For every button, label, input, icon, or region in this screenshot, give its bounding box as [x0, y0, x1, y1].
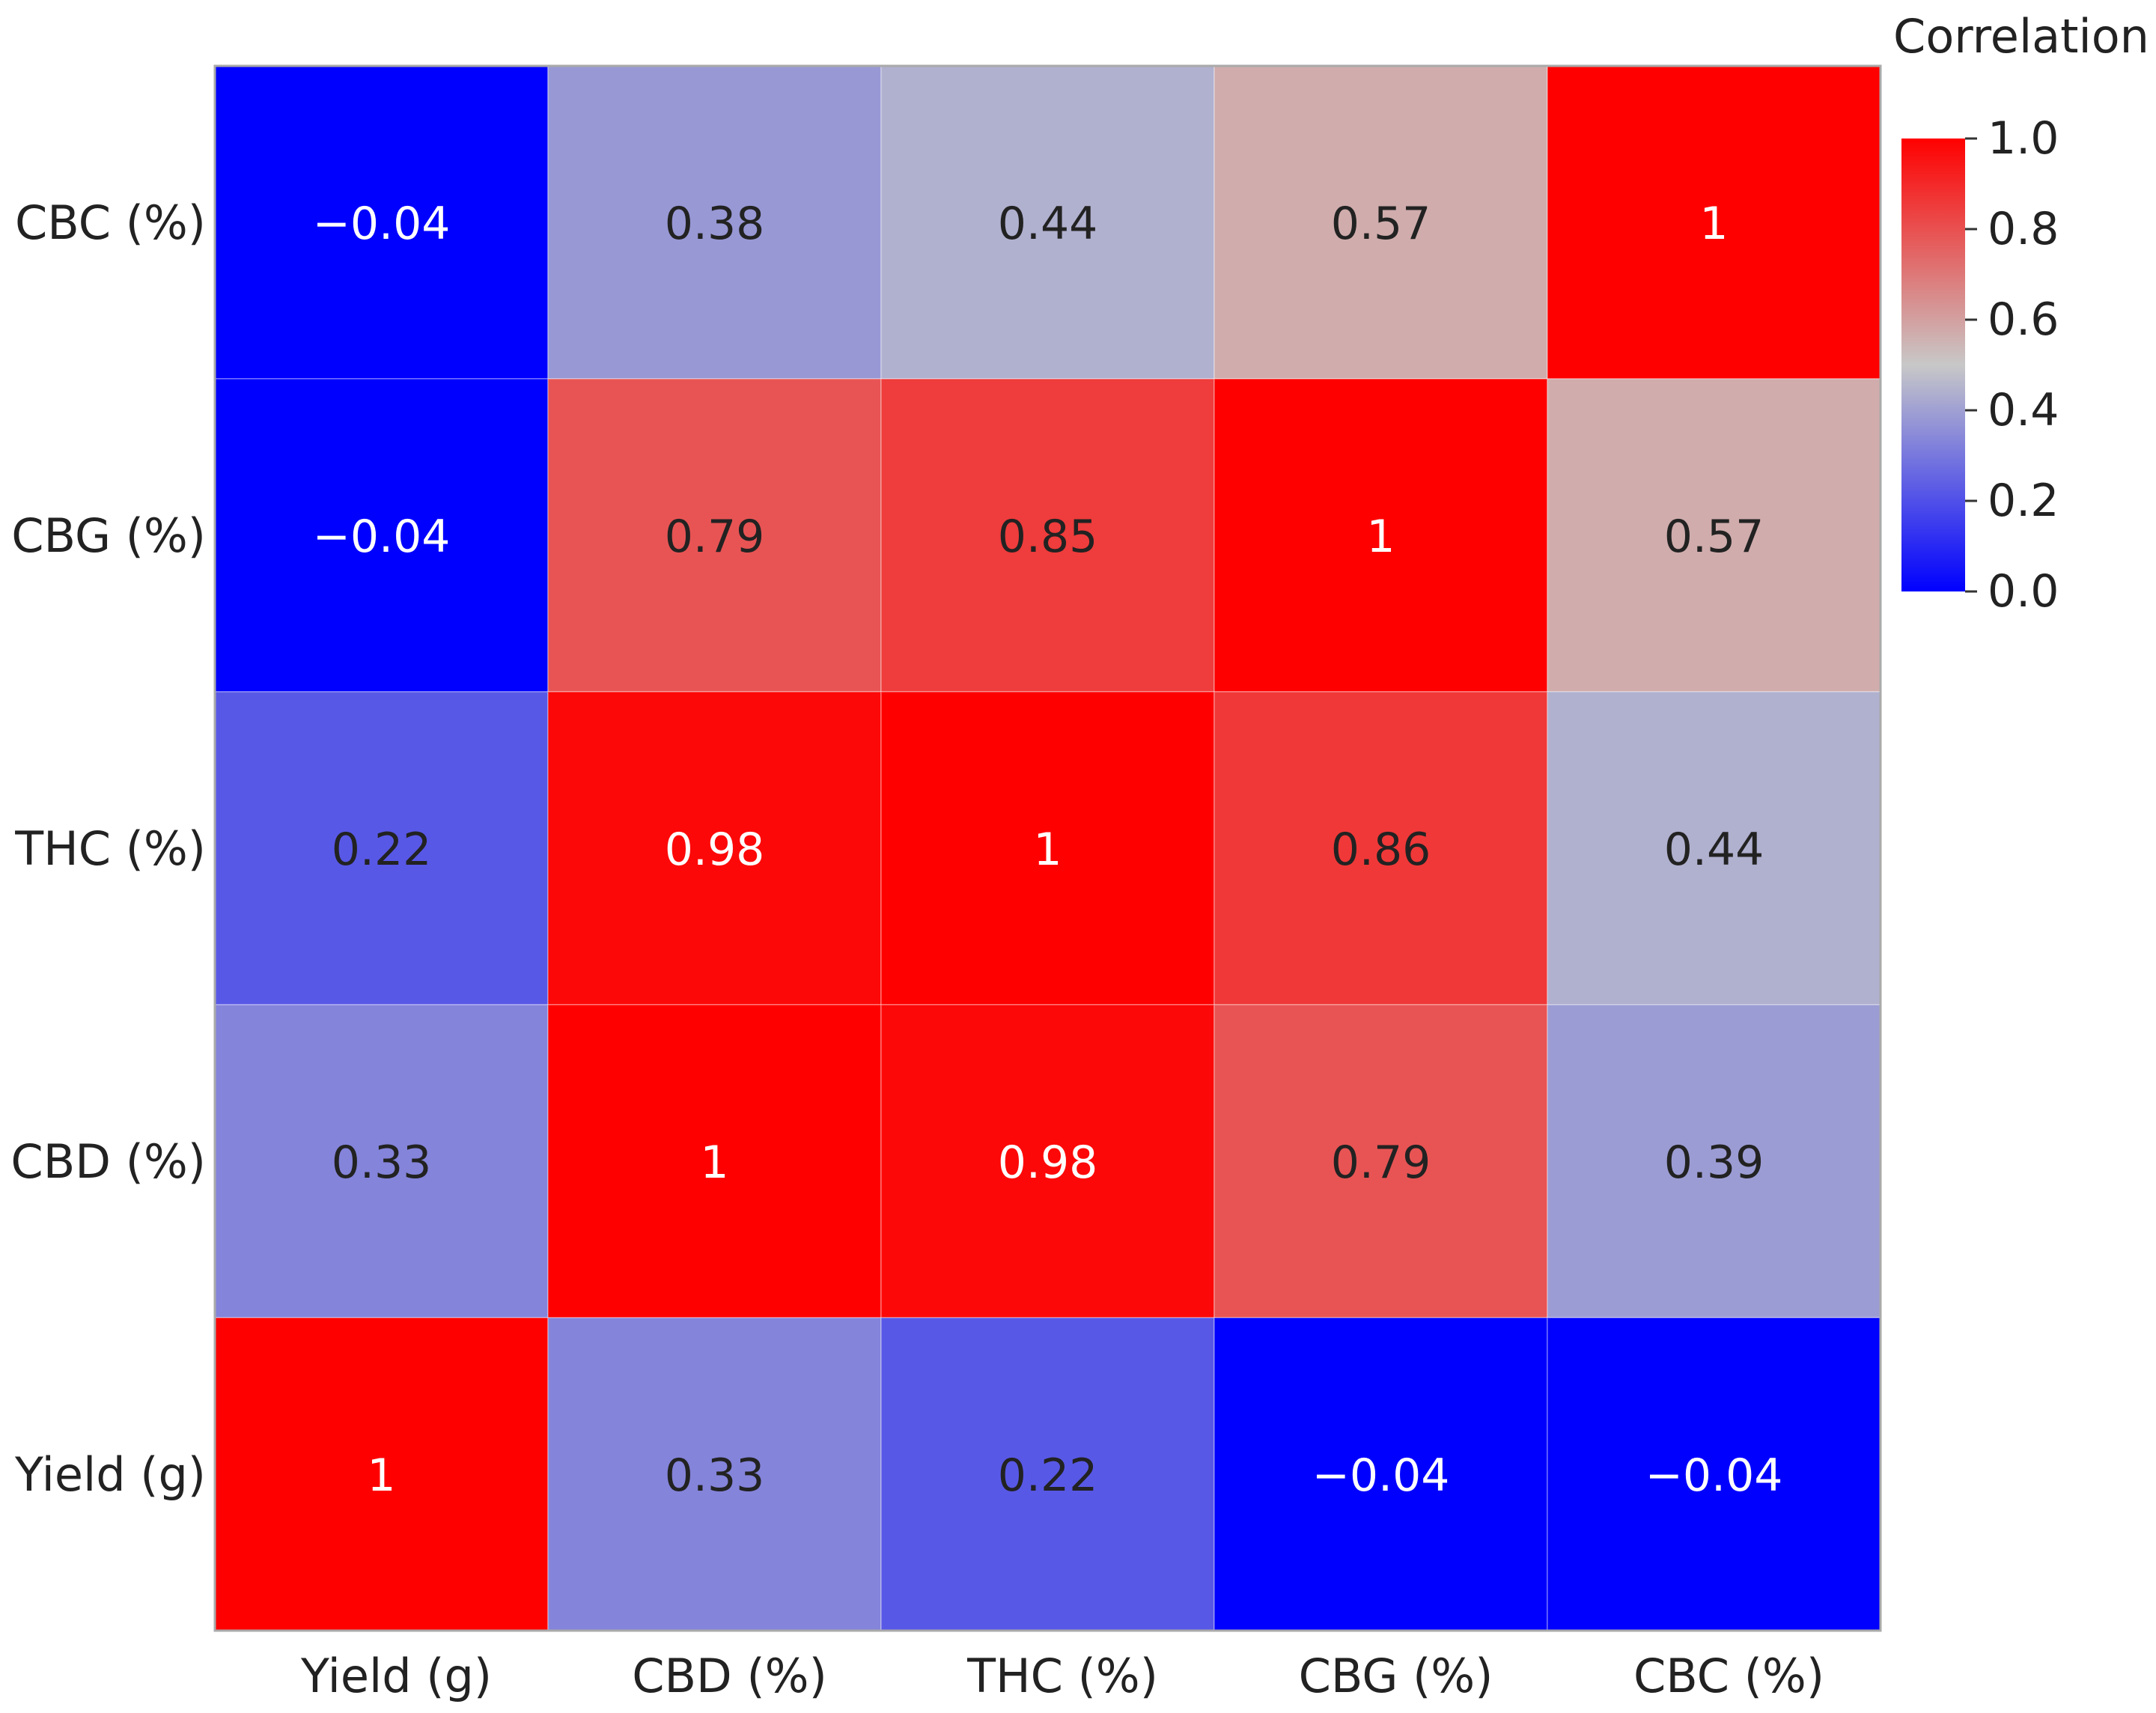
- heatmap-cell: [1547, 691, 1881, 1005]
- colorbar-tick-label: 0.0: [1988, 565, 2059, 618]
- heatmap-cell: [880, 378, 1215, 693]
- heatmap-cell: [1213, 691, 1548, 1005]
- x-tick-label: Yield (g): [300, 1649, 492, 1703]
- heatmap-cell-label: 1: [1033, 824, 1062, 876]
- heatmap-cell: [214, 378, 549, 693]
- heatmap-cell-label: 0.98: [998, 1137, 1098, 1189]
- heatmap-cell-label: 0.85: [998, 511, 1098, 563]
- heatmap-cell: [1547, 378, 1881, 693]
- heatmap-cell: [1213, 65, 1548, 380]
- heatmap-cell-label: 1: [1366, 511, 1395, 563]
- y-tick-label: THC (%): [14, 821, 206, 876]
- heatmap-cell: [547, 65, 882, 380]
- colorbar-title: Correlation: [1893, 9, 2149, 64]
- heatmap-cell-label: 1: [700, 1137, 728, 1189]
- heatmap-cell-label: 0.98: [665, 824, 765, 876]
- heatmap-cell-label: −0.04: [313, 511, 451, 563]
- heatmap-cell: [1547, 65, 1881, 380]
- heatmap-cell-label: 0.22: [332, 824, 432, 876]
- heatmap-cell: [1547, 1004, 1881, 1318]
- x-axis-labels: Yield (g) CBD (%) THC (%) CBG (%) CBC (%): [300, 1649, 1824, 1703]
- colorbar-tick-label: 1.0: [1988, 112, 2059, 165]
- heatmap-cell: [880, 1004, 1215, 1318]
- heatmap-cell: [547, 378, 882, 693]
- heatmap-cell: [880, 1317, 1215, 1631]
- heatmap-cell-label: 1: [367, 1449, 395, 1502]
- heatmap-cell-label: 0.57: [1664, 511, 1764, 563]
- colorbar-tick-label: 0.6: [1988, 293, 2059, 346]
- heatmap-cell-label: 0.39: [1664, 1137, 1764, 1189]
- colorbar: Correlation 0.0 0.2 0.4 0.6 0.8 1.0: [1893, 9, 2149, 618]
- heatmap-cell: [547, 1004, 882, 1318]
- heatmap-cell-label: 0.44: [1664, 824, 1764, 876]
- heatmap-cell-label: 0.79: [665, 511, 765, 563]
- y-tick-label: CBC (%): [15, 195, 206, 250]
- heatmap-cell: [547, 1317, 882, 1631]
- colorbar-tick-label: 0.2: [1988, 475, 2059, 527]
- y-axis-labels: CBC (%) CBG (%) THC (%) CBD (%) Yield (g): [10, 195, 206, 1502]
- heatmap-cell: [1547, 1317, 1881, 1631]
- y-tick-label: Yield (g): [14, 1447, 206, 1502]
- heatmap-cell-label: 0.22: [998, 1449, 1098, 1502]
- heatmap-cell-label: 0.79: [1331, 1137, 1431, 1189]
- heatmap-cell-label: −0.04: [1645, 1449, 1783, 1502]
- y-tick-label: CBG (%): [11, 508, 206, 563]
- heatmap-frame: [213, 64, 1882, 1632]
- colorbar-tick-label: 0.4: [1988, 384, 2059, 436]
- heatmap-cell-label: 0.44: [998, 198, 1098, 250]
- heatmap-cell-label: 0.57: [1331, 198, 1431, 250]
- heatmap-cell-label: 0.33: [332, 1137, 432, 1189]
- heatmap-cell-label: −0.04: [313, 198, 451, 250]
- x-tick-label: CBC (%): [1633, 1649, 1824, 1703]
- heatmap-cell: [214, 1317, 549, 1631]
- heatmap-cell-label: 0.38: [665, 198, 765, 250]
- heatmap-cell-labels: −0.04 0.38 0.44 0.57 1 −0.04 0.79 0.85 1 0.57 0.22…: [313, 198, 1783, 1502]
- heatmap-cell-label: 1: [1699, 198, 1728, 250]
- heatmap-cell: [880, 691, 1215, 1005]
- heatmap-cell-label: −0.04: [1312, 1449, 1450, 1502]
- x-tick-label: CBD (%): [632, 1649, 827, 1703]
- x-tick-label: CBG (%): [1299, 1649, 1493, 1703]
- colorbar-gradient: [1901, 139, 1965, 591]
- y-tick-label: CBD (%): [10, 1134, 206, 1189]
- heatmap-cells: [213, 64, 1882, 1632]
- heatmap-cell: [547, 691, 882, 1005]
- heatmap-cell: [214, 65, 549, 380]
- colorbar-tick-label: 0.8: [1988, 203, 2059, 255]
- heatmap-cell-label: 0.33: [665, 1449, 765, 1502]
- heatmap-cell: [1213, 1004, 1548, 1318]
- heatmap-cell-label: 0.86: [1331, 824, 1431, 876]
- x-tick-label: THC (%): [966, 1649, 1158, 1703]
